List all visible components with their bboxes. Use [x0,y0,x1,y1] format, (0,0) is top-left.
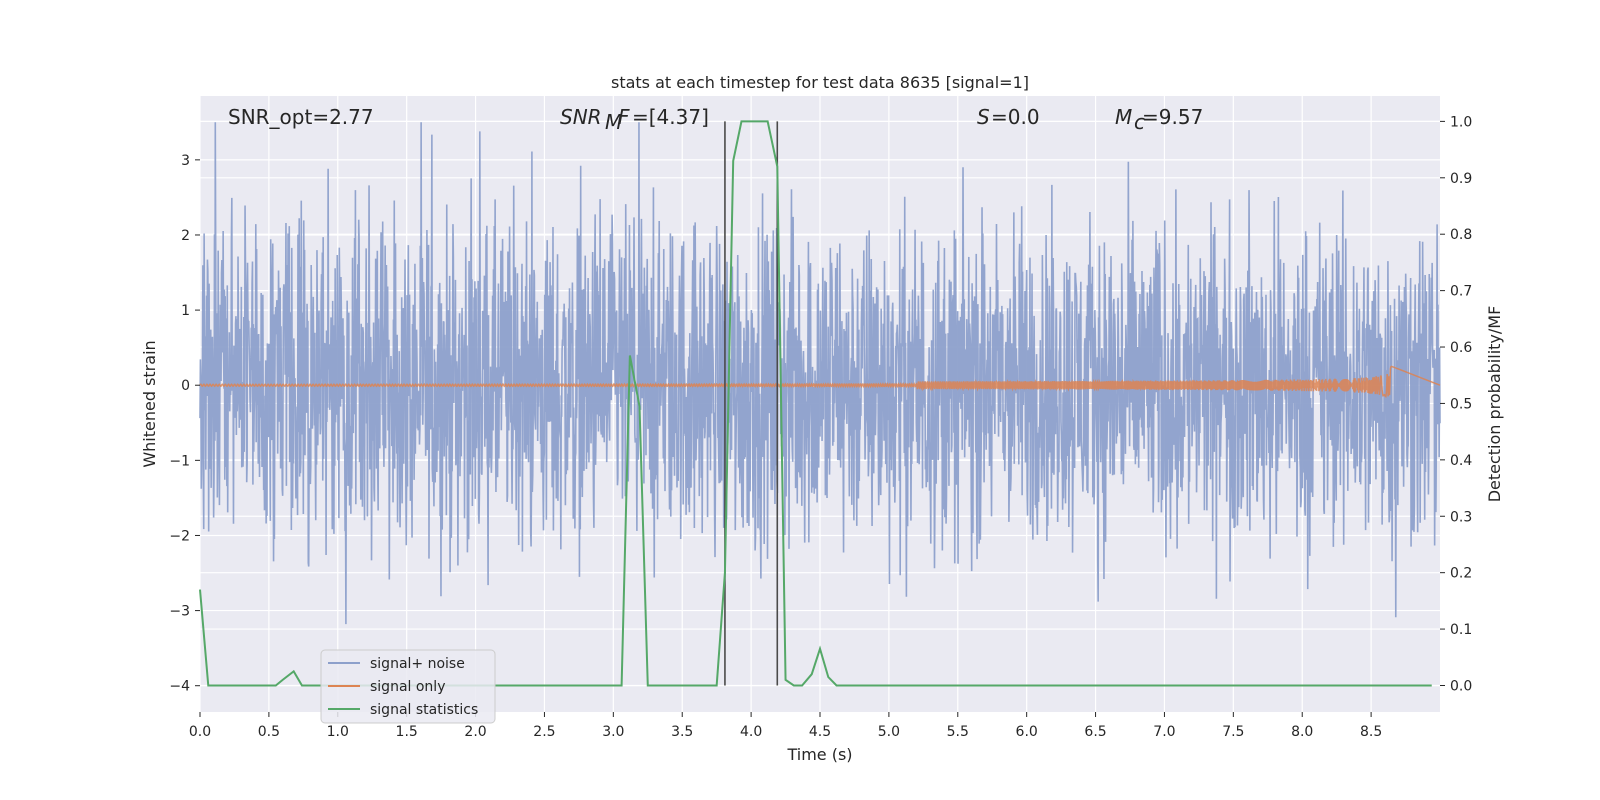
signal-statistics-line [199,120,1432,687]
y-tick-label: 3 [181,153,190,169]
svg-text:M: M [605,110,622,134]
signal-noise-line [199,122,1441,625]
legend: signal+ noise signal only signal statist… [320,649,496,724]
legend-label-signal: signal only [370,679,445,695]
legend-label-noise: signal+ noise [370,656,465,672]
x-tick-label: 8.0 [1291,724,1313,740]
annotation-s: S =0.0 [977,105,1040,129]
x-tick-label: 7.5 [1222,724,1244,740]
signal-noise-series [199,122,1441,625]
y2-tick-label: 0.0 [1450,678,1472,694]
x-tick-label: 0.0 [189,724,211,740]
y2-tick-label: 0.2 [1450,566,1472,582]
y-tick-label: −4 [169,679,190,695]
x-tick-label: 2.5 [533,724,555,740]
x-tick-label: 6.0 [1016,724,1038,740]
annotation-snr-mf: SNR M F =[4.37] [560,105,709,134]
x-tick-label: 1.0 [327,724,349,740]
y2-tick-label: 0.7 [1450,284,1472,300]
annotation-snr-mf-value: =[4.37] [632,105,709,129]
svg-text:SNR: SNR [560,105,602,129]
x-tick-label: 3.5 [671,724,693,740]
y2-tick-label: 0.4 [1450,453,1472,469]
y-tick-label: −3 [169,604,190,620]
x-tick-label: 8.5 [1360,724,1382,740]
svg-text:S: S [977,105,990,129]
y2-tick-label: 0.3 [1450,509,1472,525]
y2-tick-label: 0.9 [1450,171,1472,187]
y2-tick-label: 0.6 [1450,340,1472,356]
chart-title: stats at each timestep for test data 863… [611,73,1029,92]
signal-only-line [199,365,1441,398]
y-axis-label: Whitened strain [140,340,159,467]
x-tick-label: 5.0 [878,724,900,740]
y2-axis-label: Detection probability/MF [1485,306,1504,503]
y-tick-label: 1 [181,303,190,319]
x-tick-label: 6.5 [1084,724,1106,740]
annotation-s-value: =0.0 [991,105,1040,129]
x-tick-label: 4.5 [809,724,831,740]
ticks: 0.0 0.5 1.0 1.5 2.0 2.5 3.0 3.5 4.0 4.5 5.0 5.5 6.0 6… [169,114,1472,740]
x-tick-label: 4.0 [740,724,762,740]
x-tick-label: 2.0 [464,724,486,740]
y2-tick-label: 1.0 [1450,114,1472,130]
y-tick-label: −1 [169,453,190,469]
signal-statistics-series [199,120,1432,687]
x-tick-label: 3.0 [602,724,624,740]
annotation-mc-value: =9.57 [1142,105,1203,129]
y2-tick-label: 0.5 [1450,396,1472,412]
annotation-snr-opt: SNR_opt=2.77 [228,105,374,129]
svg-text:F: F [618,105,630,129]
x-tick-label: 7.0 [1153,724,1175,740]
y-tick-label: −2 [169,528,190,544]
y-tick-label: 2 [181,228,190,244]
annotation-mc: M c =9.57 [1115,105,1203,134]
legend-box [320,649,496,724]
x-tick-label: 0.5 [258,724,280,740]
x-tick-label: 5.5 [947,724,969,740]
svg-text:c: c [1134,110,1145,134]
signal-only-series [199,365,1441,398]
x-tick-label: 1.5 [396,724,418,740]
y2-tick-label: 0.1 [1450,622,1472,638]
legend-label-stats: signal statistics [370,702,478,718]
y-tick-label: 0 [181,378,190,394]
svg-text:M: M [1115,105,1132,129]
x-axis-label: Time (s) [786,745,852,764]
y2-tick-label: 0.8 [1450,227,1472,243]
